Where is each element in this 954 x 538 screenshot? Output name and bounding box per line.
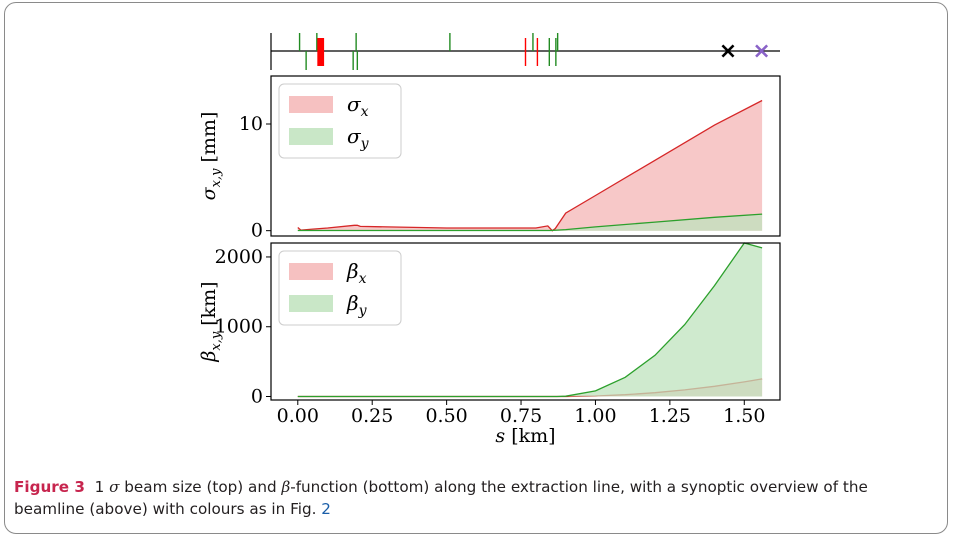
beta-legend-label-x: βx (346, 259, 367, 287)
sigma-legend-swatch-x (289, 96, 333, 113)
beta-legend-label-y: βy (346, 291, 368, 319)
beta-xlabel: s [km] (495, 425, 555, 447)
beam-size-plot: 0 10 σx,y [mm] σx σy (198, 75, 781, 242)
beta-ytick-label-0: 0 (251, 386, 263, 408)
beta-xtick-label-2: 0.50 (425, 405, 467, 427)
beta-xtick-label-0: 0.00 (277, 405, 319, 427)
beta-xtick-label-3: 0.75 (500, 405, 542, 427)
beamline-end-marker-1: × (752, 39, 770, 64)
beta-axes-frame (270, 242, 781, 401)
figure-frame (4, 2, 948, 534)
caption-text-1: beam size (top) and (124, 478, 277, 496)
sigma-legend-label-y: σy (347, 124, 370, 152)
caption-beta: β (281, 478, 291, 496)
synoptic-beamline: × × (270, 33, 780, 70)
caption-label: Figure 3 (14, 478, 85, 496)
figure-caption: Figure 3 1 σ beam size (top) and β-funct… (14, 476, 934, 520)
sigma-legend-box (278, 83, 402, 159)
sigma-legend-swatch-y (289, 128, 333, 145)
beta-ylabel: βx,y [km] (198, 281, 224, 362)
beta-ytick-label-1: 1000 (215, 316, 263, 338)
beta-legend-swatch-y (289, 295, 333, 312)
sigma-ytick-label-1: 10 (239, 113, 263, 135)
caption-figure-ref[interactable]: 2 (321, 500, 331, 518)
beta-xtick-label-4: 1.00 (574, 405, 616, 427)
beta-legend-box (278, 250, 402, 326)
sigma-fill-x (297, 100, 763, 231)
beta-fill-y (297, 243, 763, 397)
sigma-ylabel: σx,y [mm] (198, 112, 224, 201)
beta-legend-swatch-x (289, 263, 333, 280)
caption-sigma: σ (109, 478, 120, 496)
beta-legend: βx βy (278, 250, 402, 326)
beta-line-y (297, 242, 763, 398)
sigma-legend: σx σy (278, 83, 402, 159)
beta-xtick-label-1: 0.25 (351, 405, 393, 427)
beamline-end-marker-0: × (719, 39, 737, 64)
sigma-fill-y (297, 214, 763, 231)
sigma-legend-label-x: σx (347, 92, 369, 120)
beta-xtick-label-6: 1.50 (723, 405, 765, 427)
sigma-ytick-label-0: 0 (251, 220, 263, 242)
sigma-line-x (297, 99, 763, 232)
caption-text-2: -function (bottom) along the extraction … (14, 478, 868, 518)
beta-xtick-label-5: 1.25 (649, 405, 691, 427)
caption-prefix: 1 (94, 478, 105, 496)
sigma-axes-frame (270, 75, 781, 237)
beta-function-plot: 0 1000 2000 βx,y [km] 0.00 0.25 0.50 0.75 1.00 1.… (198, 242, 781, 447)
beta-ytick-label-2: 2000 (215, 246, 263, 268)
sigma-line-y (297, 213, 763, 232)
